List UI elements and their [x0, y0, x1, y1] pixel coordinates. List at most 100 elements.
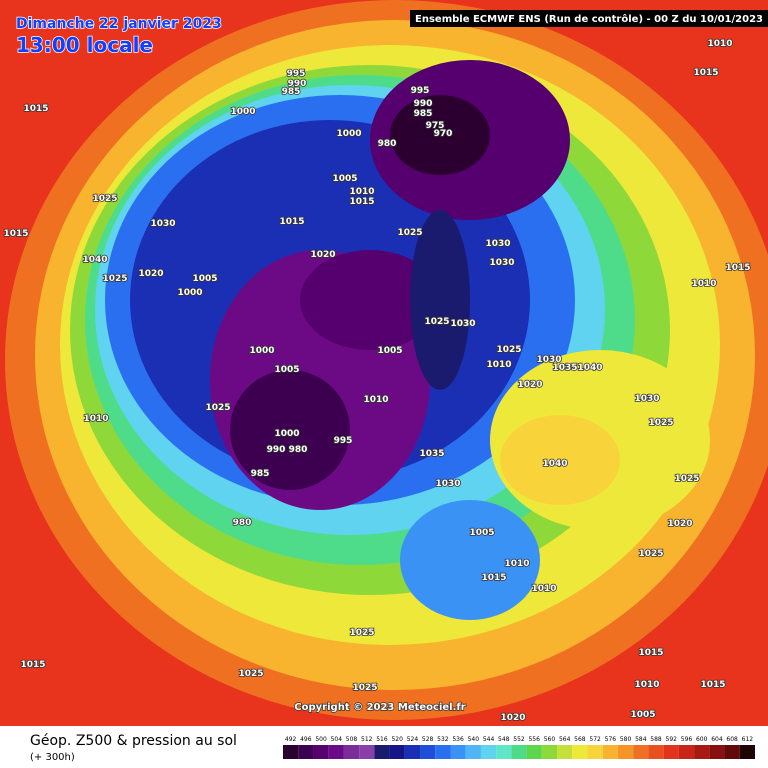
scale-label: 588 [650, 736, 662, 743]
scale-label: 592 [666, 736, 678, 743]
isobar-label: 1020 [517, 380, 542, 390]
scale-label: 500 [315, 736, 327, 743]
isobar-label: 1005 [274, 365, 299, 375]
scale-label: 596 [681, 736, 693, 743]
isobar-label: 1015 [638, 648, 663, 658]
scale-label: 560 [544, 736, 556, 743]
scale-swatch [511, 745, 527, 759]
scale-label: 492 [285, 736, 297, 743]
run-banner [410, 10, 768, 27]
isobar-label: 1025 [397, 228, 422, 238]
isobar-label: 1025 [238, 669, 263, 679]
color-scale: 492 496 500 504 508 512 516 520 524 528 532 536 540 5… [283, 736, 755, 759]
isobar-labels: 9959909851000101599599098598097597010001… [3, 38, 752, 724]
isobar-label: 1015 [481, 573, 506, 583]
footer-title: Géop. Z500 & pression au sol [30, 733, 237, 749]
isobar-label: 1030 [150, 219, 175, 229]
scale-label: 576 [605, 736, 617, 743]
scale-label: 540 [468, 736, 480, 743]
scale-swatch [572, 745, 588, 759]
run-info: Ensemble ECMWF ENS (Run de contrôle) - 0… [415, 13, 763, 25]
scale-swatch [450, 745, 466, 759]
isobar-label: 1020 [138, 269, 163, 279]
isobar-label: 1010 [349, 187, 374, 197]
isobar-label: 1000 [249, 346, 274, 356]
isobar-label: 1015 [279, 217, 304, 227]
scale-swatch [480, 745, 497, 759]
scale-swatch [557, 745, 573, 759]
scale-label: 556 [528, 736, 540, 743]
scale-label: 584 [635, 736, 647, 743]
isobar-label: 1015 [20, 660, 45, 670]
scale-label: 516 [376, 736, 388, 743]
isobar-label: 1005 [192, 274, 217, 284]
scale-label: 512 [361, 736, 373, 743]
isobar-label: 1015 [700, 680, 725, 690]
isobar-label: 1005 [377, 346, 402, 356]
isobar-label: 990 [288, 79, 307, 89]
isobar-label: 1010 [634, 680, 659, 690]
scale-swatch [374, 745, 390, 759]
scale-swatch [389, 745, 405, 759]
scale-label: 564 [559, 736, 571, 743]
isobar-label: 1040 [82, 255, 107, 265]
scale-label: 608 [726, 736, 738, 743]
scale-swatch [526, 745, 542, 759]
scale-label: 600 [696, 736, 708, 743]
scale-label: 524 [407, 736, 419, 743]
scale-swatch [496, 745, 512, 759]
scale-swatch [678, 745, 695, 759]
scale-label: 544 [483, 736, 495, 743]
isobar-label: 1000 [177, 288, 202, 298]
scale-label: 580 [620, 736, 632, 743]
scale-label: 568 [574, 736, 586, 743]
scale-swatch [724, 745, 740, 759]
isobar-label: 1015 [349, 197, 374, 207]
isobar-label: 1025 [674, 474, 699, 484]
scale-swatch [602, 745, 618, 759]
scale-swatch [313, 745, 329, 759]
isobar-label: 1005 [332, 174, 357, 184]
scale-label: 536 [452, 736, 464, 743]
isobar-label: 980 [378, 139, 397, 149]
isobar-label: 1025 [648, 418, 673, 428]
scale-swatch [739, 745, 755, 759]
isobar-label: 1040 [577, 363, 602, 373]
scale-label: 548 [498, 736, 510, 743]
isobar-label: 1030 [450, 319, 475, 329]
isobar-label: 1030 [634, 394, 659, 404]
isobar-label: 1025 [424, 317, 449, 327]
scale-swatch [298, 745, 314, 759]
isobar-label: 1040 [542, 459, 567, 469]
scale-swatch [435, 745, 451, 759]
scale-swatch [404, 745, 421, 759]
scale-label: 552 [513, 736, 525, 743]
isobar-label: 970 [434, 129, 453, 139]
copyright: Copyright © 2023 Meteociel.fr [294, 702, 465, 713]
isobar-label: 1025 [349, 628, 374, 638]
scale-swatch [587, 745, 603, 759]
isobar-label: 1020 [500, 713, 525, 723]
isobar-label: 975 [426, 121, 445, 131]
scale-swatch [709, 745, 725, 759]
lead-time: (+ 300h) [30, 752, 75, 763]
scale-swatch [541, 745, 558, 759]
isobar-label: 1005 [469, 528, 494, 538]
scale-label: 508 [346, 736, 358, 743]
isobar-label: 1005 [630, 710, 655, 720]
isobar-label: 1000 [230, 107, 255, 117]
scale-label: 528 [422, 736, 434, 743]
scale-label: 496 [300, 736, 312, 743]
date: Dimanche 22 janvier 2023 [16, 16, 222, 32]
scale-swatch [328, 745, 344, 759]
scale-label: 572 [589, 736, 601, 743]
isobar-label: 1010 [83, 414, 108, 424]
isobar-label: 1010 [531, 584, 556, 594]
isobar-label: 985 [282, 87, 301, 97]
isobar-label: 980 [289, 445, 308, 455]
isobar-label: 1030 [485, 239, 510, 249]
isobar-label: 1000 [274, 429, 299, 439]
isobar-label: 1025 [352, 683, 377, 693]
